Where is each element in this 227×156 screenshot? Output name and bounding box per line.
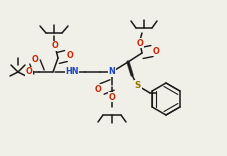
- Text: O: O: [32, 54, 38, 63]
- Text: O: O: [95, 85, 101, 93]
- Text: O: O: [67, 51, 73, 61]
- Text: O: O: [26, 68, 32, 76]
- Text: O: O: [153, 46, 159, 56]
- Text: N: N: [109, 68, 115, 76]
- Text: O: O: [137, 39, 143, 47]
- Text: S: S: [135, 80, 141, 90]
- Text: O: O: [52, 41, 58, 51]
- Text: O: O: [109, 93, 115, 102]
- Text: HN: HN: [65, 68, 79, 76]
